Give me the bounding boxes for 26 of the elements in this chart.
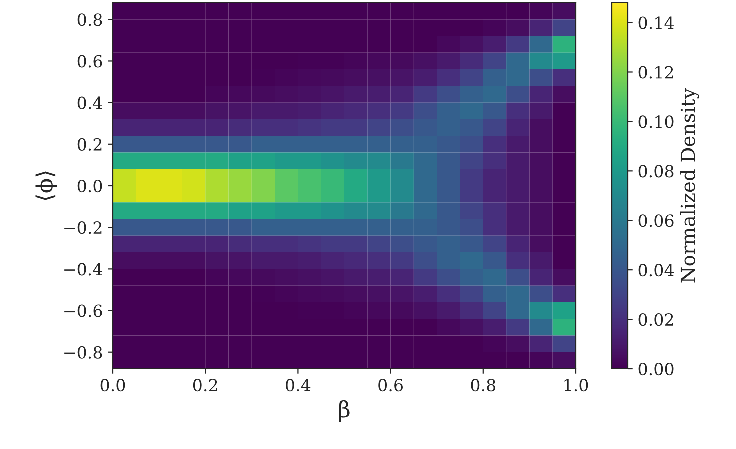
x-tick-label: 0.0 bbox=[100, 379, 126, 392]
y-tick-label: 0.6 bbox=[78, 55, 102, 68]
y-tick-label: −0.8 bbox=[64, 346, 102, 359]
color-bar-label: 0.06 bbox=[638, 214, 674, 228]
x-tick-label: 0.4 bbox=[286, 379, 311, 392]
y-tick-label: 0.8 bbox=[78, 14, 102, 26]
color-bar-label: 0.12 bbox=[638, 66, 674, 79]
color-bar-label: 0.10 bbox=[638, 116, 674, 128]
y-tick-label: −0.2 bbox=[64, 222, 102, 234]
y-axis-title: ⟨ϕ⟩ bbox=[36, 172, 58, 200]
x-axis-title: β bbox=[339, 400, 350, 422]
color-bar-label: 0.14 bbox=[638, 16, 674, 30]
y-tick-label: −0.4 bbox=[64, 263, 102, 276]
x-tick-label: 0.6 bbox=[378, 379, 404, 392]
y-tick-label: −0.6 bbox=[64, 304, 102, 318]
color-bar-title: Normalized Density bbox=[680, 88, 700, 283]
x-tick-label: 0.8 bbox=[471, 379, 496, 392]
x-tick-label: 1.0 bbox=[564, 379, 588, 392]
color-bar-label: 0.04 bbox=[638, 264, 674, 277]
y-tick-label: 0.2 bbox=[78, 138, 102, 151]
color-bar-label: 0.02 bbox=[638, 314, 674, 326]
y-tick-label: 0.4 bbox=[78, 96, 102, 110]
color-bar-label: 0.08 bbox=[638, 165, 674, 178]
x-tick-label: 0.2 bbox=[193, 379, 218, 392]
y-tick-label: 0.0 bbox=[78, 180, 102, 193]
color-bar-label: 0.00 bbox=[638, 362, 674, 376]
